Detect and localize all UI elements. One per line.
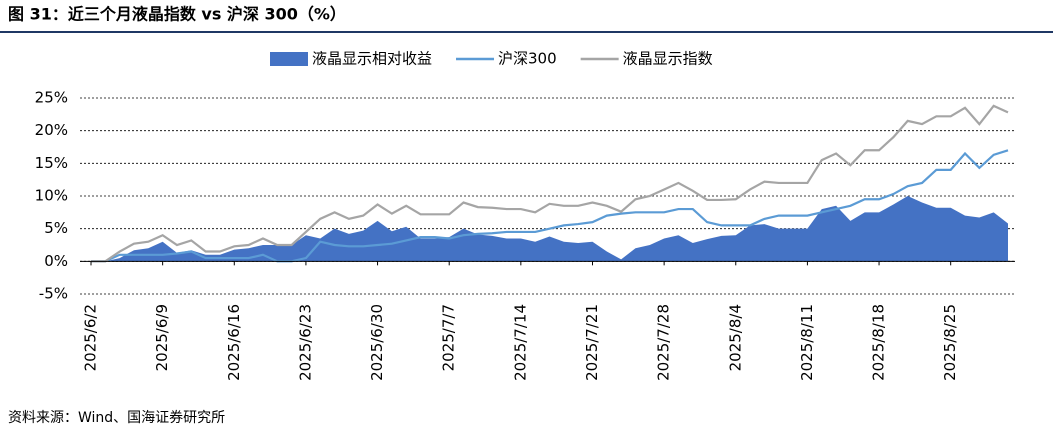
legend-item: 液晶显示相对收益 bbox=[270, 50, 432, 68]
x-tick-label: 2025/7/21 bbox=[583, 304, 601, 381]
x-tick-label: 2025/7/14 bbox=[511, 304, 529, 381]
x-tick-label: 2025/7/28 bbox=[655, 304, 673, 381]
y-tick-label: 10% bbox=[35, 187, 68, 205]
chart-title: 图 31：近三个月液晶指数 vs 沪深 300（%） bbox=[8, 5, 346, 24]
legend-swatch bbox=[270, 52, 308, 66]
legend-item: 沪深300 bbox=[456, 50, 557, 68]
legend-label: 沪深300 bbox=[498, 50, 557, 68]
source-note: 资料来源：Wind、国海证券研究所 bbox=[8, 410, 225, 426]
x-tick-label: 2025/7/7 bbox=[440, 304, 458, 371]
y-tick-label: 20% bbox=[35, 121, 68, 139]
legend-label: 液晶显示相对收益 bbox=[312, 50, 432, 68]
line bbox=[91, 149, 1009, 263]
x-tick-label: 2025/6/2 bbox=[82, 304, 100, 371]
x-tick-label: 2025/8/11 bbox=[798, 304, 816, 381]
legend-label: 液晶显示指数 bbox=[623, 50, 713, 68]
y-tick-label: 0% bbox=[44, 252, 68, 270]
y-tick-label: 25% bbox=[35, 89, 68, 107]
x-tick-label: 2025/6/9 bbox=[153, 304, 171, 371]
y-tick-label: 5% bbox=[44, 219, 68, 237]
y-tick-label: -5% bbox=[39, 285, 68, 303]
x-tick-label: 2025/6/16 bbox=[225, 304, 243, 381]
y-tick-label: 15% bbox=[35, 154, 68, 172]
x-tick-label: 2025/8/25 bbox=[941, 304, 959, 381]
x-tick-label: 2025/6/23 bbox=[296, 304, 314, 381]
x-tick-label: 2025/6/30 bbox=[368, 304, 386, 381]
area bbox=[91, 196, 1008, 262]
x-tick-label: 2025/8/18 bbox=[870, 304, 888, 381]
x-tick-label: 2025/8/4 bbox=[726, 304, 744, 371]
legend-item: 液晶显示指数 bbox=[580, 50, 713, 68]
line bbox=[91, 104, 1009, 263]
